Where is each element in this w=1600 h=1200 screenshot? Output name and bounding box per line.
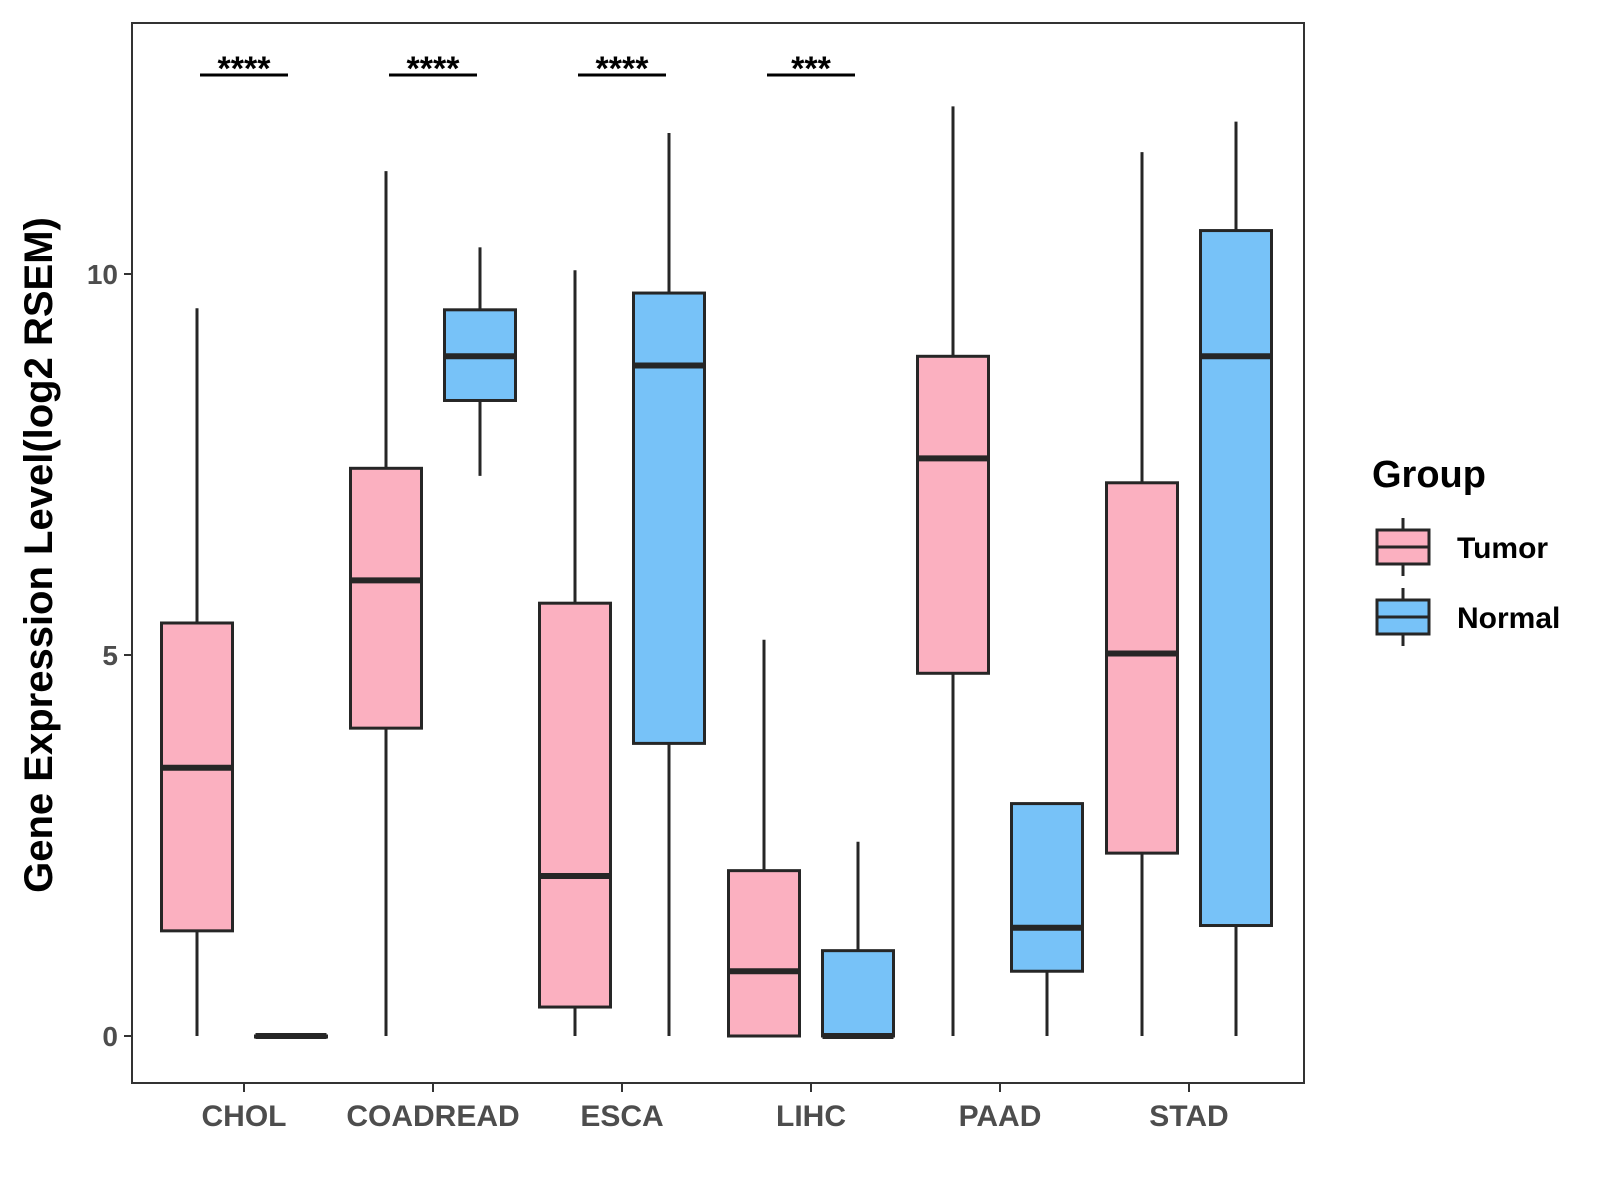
significance-label: **** <box>596 50 650 88</box>
box-tumor-paad <box>916 106 990 1036</box>
box-normal-lihc <box>821 841 895 1039</box>
x-axis: CHOL COADREAD ESCA LIHC PAAD STAD <box>202 1083 1229 1133</box>
y-tick-label: 10 <box>87 259 118 290</box>
box-body <box>1105 481 1179 855</box>
box-normal-coadread <box>443 247 517 476</box>
box-body <box>916 354 990 675</box>
x-tick-label: PAAD <box>959 1100 1042 1133</box>
box-normal-paad <box>1010 802 1084 1036</box>
box-tumor-esca <box>538 270 612 1036</box>
box-normal-esca <box>632 133 706 1036</box>
x-tick-label: ESCA <box>580 1100 663 1133</box>
box-body <box>1010 802 1084 973</box>
x-tick-label: STAD <box>1149 1100 1228 1133</box>
legend-label-tumor: Tumor <box>1457 532 1548 565</box>
significance-label: *** <box>791 50 831 88</box>
box-tumor-chol <box>160 308 234 1036</box>
significance-label: **** <box>218 50 272 88</box>
box-body <box>727 869 801 1038</box>
x-tick-label: CHOL <box>202 1100 287 1133</box>
box-body <box>160 621 234 933</box>
y-axis: 0 5 10 <box>87 259 132 1052</box>
legend-label-normal: Normal <box>1457 602 1560 635</box>
box-body <box>1199 229 1273 928</box>
box-body <box>821 949 895 1038</box>
legend: Group Tumor Normal <box>1372 454 1560 646</box>
box-series <box>160 106 1273 1039</box>
legend-key-normal <box>1375 588 1431 646</box>
legend-key-tumor <box>1375 518 1431 576</box>
significance-annotations: **** **** **** *** <box>200 50 855 88</box>
significance-label: **** <box>407 50 461 88</box>
box-tumor-stad <box>1105 152 1179 1036</box>
x-tick-label: LIHC <box>776 1100 846 1133</box>
y-tick-label: 5 <box>102 640 118 671</box>
y-axis-title: Gene Expression Level(log2 RSEM) <box>17 217 61 893</box>
box-normal-stad <box>1199 121 1273 1036</box>
legend-title: Group <box>1372 454 1486 496</box>
box-body <box>349 466 423 730</box>
box-body <box>632 291 706 745</box>
box-tumor-lihc <box>727 639 801 1038</box>
box-body <box>538 601 612 1009</box>
y-tick-label: 0 <box>102 1021 118 1052</box>
box-tumor-coadread <box>349 171 423 1036</box>
x-tick-label: COADREAD <box>346 1100 519 1133</box>
box-normal-chol <box>254 1033 328 1039</box>
